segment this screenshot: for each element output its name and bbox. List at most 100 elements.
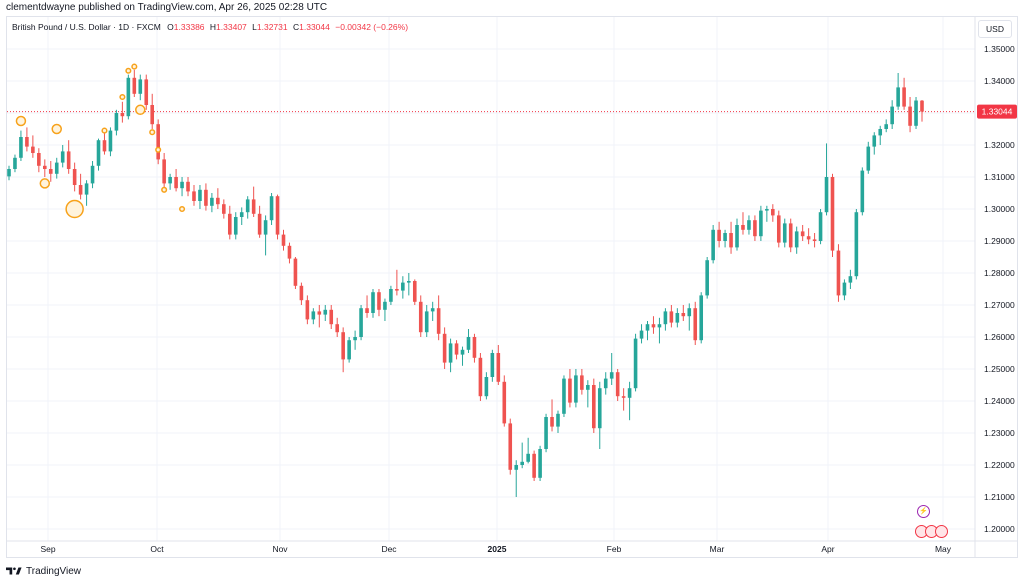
candle-body — [705, 260, 709, 296]
candle-body — [597, 388, 602, 429]
candle-body — [771, 209, 775, 216]
candle-body — [365, 308, 369, 313]
footer-brand[interactable]: TradingView — [6, 562, 81, 580]
y-tick-label: 1.20000 — [984, 524, 1015, 534]
candle-body — [776, 215, 781, 243]
high-label: H — [209, 22, 217, 32]
candle-body — [377, 292, 381, 310]
close-label: C — [293, 22, 300, 32]
last-price-label: 1.33044 — [982, 107, 1013, 117]
candle-body — [496, 353, 501, 382]
y-tick-label: 1.30000 — [984, 204, 1015, 214]
dividend-marker — [65, 199, 84, 219]
candle-body — [621, 396, 626, 398]
candle-body — [126, 77, 131, 117]
candle-body — [25, 137, 29, 147]
candle-body — [335, 324, 340, 333]
candle-body — [603, 378, 608, 389]
candle-body — [878, 129, 883, 136]
candle-body — [514, 465, 519, 470]
candle-body — [872, 135, 877, 147]
candle-body — [848, 276, 853, 283]
candle-body — [78, 185, 83, 195]
dividend-marker — [119, 93, 126, 101]
y-tick-label: 1.21000 — [984, 492, 1015, 502]
x-tick-label: Sep — [40, 544, 55, 554]
x-tick-label: 2025 — [488, 544, 507, 554]
candle-body — [37, 153, 41, 166]
candle-body — [448, 343, 453, 363]
candle-body — [759, 210, 763, 237]
candle-body — [836, 250, 841, 296]
dividend-marker — [161, 186, 168, 193]
candle-body — [48, 169, 53, 174]
candle-body — [84, 183, 89, 195]
candle-body — [502, 381, 507, 424]
candle-body — [812, 239, 817, 241]
candle-body — [263, 220, 268, 235]
candle-body — [120, 113, 125, 117]
candle-body — [353, 337, 357, 341]
candle-body — [412, 281, 417, 302]
candle-body — [681, 313, 686, 317]
candle-body — [54, 162, 59, 174]
candle-body — [615, 372, 620, 397]
currency-button[interactable]: USD — [978, 20, 1012, 38]
candle-body — [204, 189, 208, 206]
candle-body — [633, 338, 638, 389]
high-value: 1.33407 — [216, 22, 247, 32]
candle-body — [383, 301, 387, 310]
candle-body — [765, 209, 769, 211]
candle-body — [407, 281, 411, 283]
candle-body — [550, 417, 554, 427]
candle-body — [866, 146, 871, 171]
candle-body — [574, 375, 578, 403]
candle-body — [389, 289, 393, 302]
dividend-marker — [39, 178, 51, 189]
candle-body — [842, 282, 847, 296]
candle-body — [138, 79, 143, 94]
x-tick-label: Oct — [150, 544, 164, 554]
candle-body — [472, 337, 477, 358]
uk-flag-icon[interactable] — [935, 525, 948, 538]
candle-body — [257, 213, 262, 235]
candle-body — [347, 340, 351, 360]
y-tick-label: 1.28000 — [984, 268, 1015, 278]
lightning-event-icon[interactable]: ⚡ — [917, 505, 930, 518]
candle-body — [359, 308, 363, 337]
candle-body — [663, 311, 668, 325]
candle-body — [401, 282, 405, 291]
tradingview-logo-icon — [6, 567, 22, 575]
candle-body — [317, 311, 322, 315]
candle-body — [72, 169, 77, 185]
candle-body — [180, 181, 184, 189]
low-value: 1.32731 — [256, 22, 288, 32]
candle-body — [669, 311, 674, 323]
candle-body — [824, 177, 829, 213]
candle-body — [586, 385, 590, 390]
x-tick-label: Dec — [381, 544, 397, 554]
candle-body — [395, 289, 399, 291]
candle-body — [239, 212, 244, 217]
candle-body — [556, 413, 560, 427]
candle-body — [269, 196, 274, 221]
candle-body — [60, 151, 65, 163]
y-tick-label: 1.24000 — [984, 396, 1015, 406]
candle-body — [794, 231, 799, 248]
y-tick-label: 1.23000 — [984, 428, 1015, 438]
y-tick-label: 1.22000 — [984, 460, 1015, 470]
candle-body — [890, 106, 894, 125]
chart-frame — [6, 16, 1018, 558]
symbol-title[interactable]: British Pound / U.S. Dollar · 1D · FXCM — [12, 22, 161, 32]
x-tick-label: Feb — [607, 544, 622, 554]
candle-body — [782, 223, 787, 243]
candle-body — [227, 213, 232, 235]
candle-body — [150, 105, 155, 125]
y-tick-label: 1.27000 — [984, 300, 1015, 310]
candle-body — [747, 220, 751, 230]
candle-body — [233, 217, 238, 235]
candle-body — [508, 423, 513, 470]
x-tick-label: Nov — [272, 544, 288, 554]
candle-body — [329, 309, 334, 325]
